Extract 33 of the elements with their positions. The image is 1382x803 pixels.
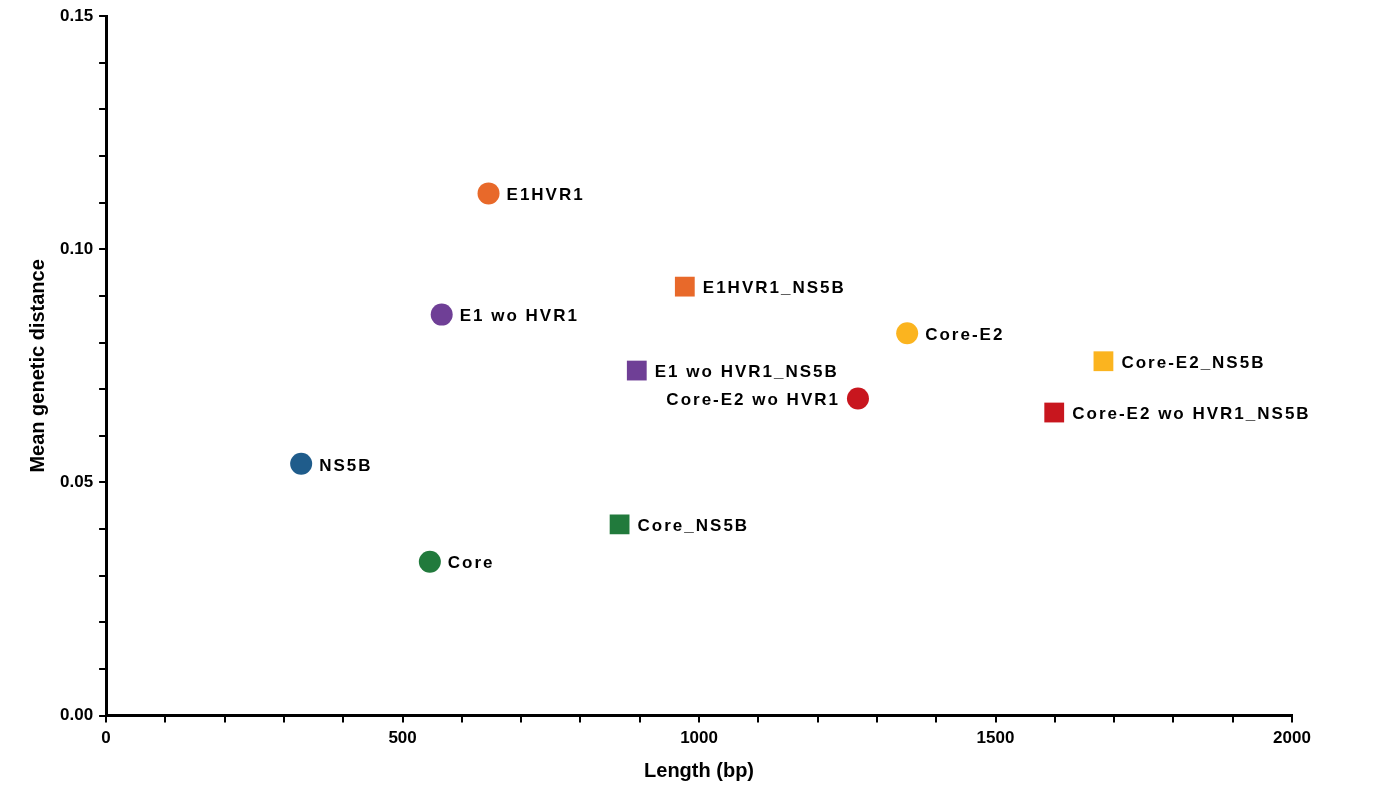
series-label: E1HVR1: [506, 185, 585, 205]
y-tick-label: 0.10: [59, 239, 94, 259]
series-label: Core-E2_NS5B: [1121, 352, 1266, 372]
point: [290, 452, 313, 475]
series-label: Core-E2 wo HVR1: [666, 390, 840, 410]
point: [846, 387, 869, 410]
y-axis-title: Mean genetic distance: [25, 259, 48, 473]
series-label: Core-E2: [925, 324, 1005, 344]
series-label: E1 wo HVR1_NS5B: [654, 362, 839, 382]
series-label: Core_NS5B: [637, 516, 750, 536]
point: [626, 360, 647, 381]
point: [896, 322, 919, 345]
point: [674, 276, 695, 297]
x-tick-label: 1000: [680, 728, 718, 748]
point: [1044, 402, 1065, 423]
x-tick-label: 0: [101, 728, 111, 748]
x-tick-label: 2000: [1273, 728, 1311, 748]
point: [418, 550, 441, 573]
point: [609, 514, 630, 535]
y-tick-label: 0.05: [59, 472, 94, 492]
point: [477, 182, 500, 205]
series-label: Core-E2 wo HVR1_NS5B: [1072, 404, 1311, 424]
point: [430, 303, 453, 326]
point: [1093, 351, 1114, 372]
x-tick-label: 500: [388, 728, 417, 748]
series-label: Core: [447, 553, 495, 573]
x-tick-label: 1500: [976, 728, 1015, 748]
x-axis-title: Length (bp): [644, 758, 755, 781]
y-tick-label: 0.15: [59, 5, 94, 25]
series-label: E1 wo HVR1: [459, 306, 579, 326]
y-tick-label: 0.00: [59, 705, 94, 725]
series-label: E1HVR1_NS5B: [702, 278, 846, 298]
series-label: NS5B: [319, 455, 373, 475]
